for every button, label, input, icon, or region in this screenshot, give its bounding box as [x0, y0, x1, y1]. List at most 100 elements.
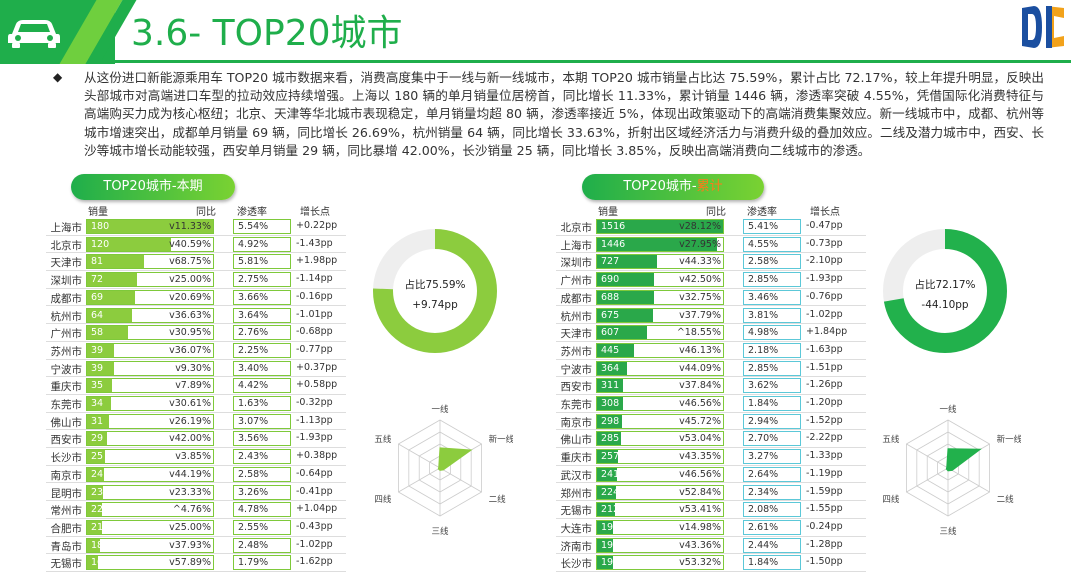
sales-cell: 688 v32.75% [596, 289, 724, 305]
yoy-value: v53.32% [679, 557, 721, 569]
penetration-value: 2.70% [743, 431, 801, 447]
radar-axis-label: 三线 [939, 526, 957, 537]
sales-cell: 311 v37.84% [596, 378, 724, 394]
sales-cell: 25 v3.85% [86, 449, 214, 465]
sales-value: 285 [601, 433, 620, 445]
city-name: 合肥市 [50, 522, 83, 535]
delta-value: -1.93pp [806, 273, 843, 285]
table-row: 深圳市 727 v44.33% 2.58% -2.10pp [0, 253, 1071, 272]
city-name: 昆明市 [50, 487, 83, 500]
delta-value: -0.47pp [806, 220, 843, 231]
radar-area [945, 448, 982, 472]
sales-value: 35 [91, 380, 104, 392]
sales-value: 180 [91, 221, 110, 232]
sales-value: 257 [601, 451, 620, 463]
sales-value: 18 [91, 539, 104, 551]
penetration-value: 2.61% [743, 519, 801, 535]
city-name: 宁波市 [560, 363, 593, 376]
yoy-value: v46.56% [679, 468, 721, 480]
yoy-value: ^18.55% [676, 327, 721, 339]
row-divider [556, 553, 866, 555]
sales-bar [87, 343, 115, 357]
row-divider [556, 447, 866, 449]
yoy-value: v32.75% [679, 291, 721, 303]
delta-value: -1.14pp [296, 273, 333, 285]
sales-bar [87, 520, 102, 534]
sales-value: 39 [91, 362, 104, 374]
yoy-value: v14.98% [679, 521, 721, 533]
table-row: 苏州市 445 v46.13% 2.18% -1.63pp [0, 342, 1071, 360]
penetration-value: 2.58% [743, 254, 801, 270]
donut-share-label: 占比72.17% [914, 279, 976, 291]
sales-cell: 39 v36.07% [86, 342, 214, 358]
radar-axis [439, 467, 482, 493]
row-divider [46, 429, 346, 431]
row-divider [46, 500, 346, 502]
penetration-value: 1.79% [233, 555, 291, 571]
city-name: 佛山市 [560, 434, 593, 447]
yoy-value: v25.00% [169, 521, 211, 533]
yoy-value: v25.00% [169, 274, 211, 286]
sales-bar [87, 308, 132, 322]
penetration-value: 3.40% [233, 360, 291, 376]
table-row: 杭州市 64 v36.63% 3.64% -1.01pp [0, 307, 1071, 325]
delta-value: -1.33pp [806, 450, 843, 462]
sales-bar [597, 326, 648, 340]
sales-value: 72 [91, 274, 104, 286]
radar-axis-label: 新一线 [997, 434, 1021, 445]
yoy-value: v43.35% [679, 451, 721, 463]
table-row: 宁波市 364 v44.09% 2.85% -1.51pp [0, 360, 1071, 378]
row-divider [46, 358, 346, 360]
donut-cumulative-share: 占比72.17% -44.10pp [882, 228, 1008, 354]
table-row: 上海市 1446 v27.95% 4.55% -0.73pp [0, 236, 1071, 254]
table-row: 佛山市 285 v53.04% 2.70% -2.22pp [0, 430, 1071, 449]
penetration-value: 1.84% [743, 555, 801, 571]
yoy-value: v30.95% [169, 327, 211, 339]
city-name: 重庆市 [560, 452, 593, 465]
delta-value: -0.41pp [296, 485, 333, 497]
pill-label: TOP20城市-本期 [103, 179, 203, 194]
row-divider [556, 376, 866, 378]
yoy-value: v45.72% [679, 415, 721, 427]
delta-value: +0.38pp [296, 450, 338, 462]
city-name: 无锡市 [50, 558, 83, 571]
sales-cell: 212 v53.41% [596, 502, 724, 518]
sales-bar [87, 273, 138, 287]
table-row: 青岛市 18 v37.93% 2.48% -1.02pp [0, 537, 1071, 555]
sales-cell: 18 v37.93% [86, 537, 214, 553]
donut-chart [883, 229, 1007, 353]
sales-value: 688 [601, 291, 620, 303]
table-row: 广州市 690 v42.50% 2.85% -1.93pp [0, 271, 1071, 289]
table-row: 成都市 69 v20.69% 3.66% -0.16pp [0, 289, 1071, 307]
table-row: 上海市 180 v11.33% 5.54% +0.22pp [0, 218, 1071, 236]
city-name: 南京市 [560, 416, 593, 429]
sales-bar [87, 326, 128, 340]
car-icon [8, 20, 60, 48]
yoy-value: v23.33% [169, 486, 211, 498]
donut-chart [373, 229, 497, 353]
city-name: 青岛市 [50, 540, 83, 553]
sales-value: 29 [91, 433, 104, 445]
sales-cell: 1446 v27.95% [596, 236, 724, 252]
sales-cell: 31 v26.19% [86, 413, 214, 429]
radar-axis [398, 443, 441, 469]
sales-value: 39 [91, 344, 104, 356]
sales-value: 192 [601, 539, 620, 551]
row-divider [556, 517, 866, 519]
sales-cell: 120 v40.59% [86, 236, 214, 252]
donut-share-arc [373, 229, 497, 353]
city-name: 北京市 [560, 222, 593, 234]
row-divider [46, 411, 346, 413]
penetration-value: 2.25% [233, 342, 291, 358]
sales-value: 298 [601, 415, 620, 427]
sales-cell: 81 v68.75% [86, 254, 214, 270]
yoy-value: v37.84% [679, 380, 721, 392]
row-divider [556, 570, 866, 572]
city-name: 无锡市 [560, 505, 593, 518]
penetration-value: 4.92% [233, 236, 291, 252]
row-divider [556, 411, 866, 413]
row-divider [556, 323, 866, 325]
sales-value: 445 [601, 344, 620, 356]
radar-axis-label: 一线 [939, 404, 957, 415]
city-name: 东莞市 [560, 399, 593, 411]
